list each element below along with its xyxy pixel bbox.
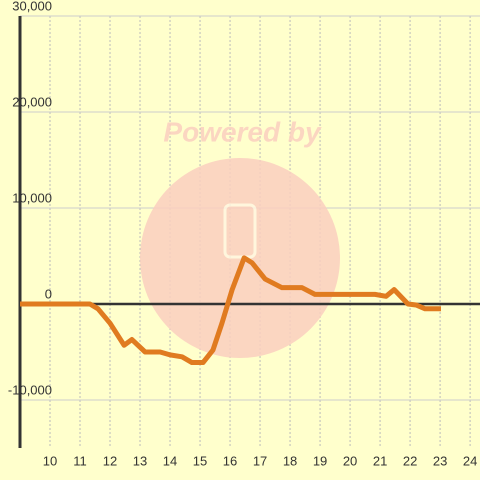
- x-tick-label: 16: [223, 453, 237, 468]
- data-line: [20, 255, 441, 366]
- x-tick-label: 22: [403, 453, 417, 468]
- watermark: Powered by: [140, 116, 340, 358]
- x-tick-label: 18: [283, 453, 297, 468]
- watermark-icon: [223, 203, 257, 259]
- x-tick-label: 11: [73, 453, 87, 468]
- x-tick-label: 15: [193, 453, 207, 468]
- x-tick-label: 13: [133, 453, 147, 468]
- x-tick-label: 17: [253, 453, 267, 468]
- y-tick-label: 0: [45, 286, 52, 301]
- x-tick-label: 23: [433, 453, 447, 468]
- x-tick-label: 24: [463, 453, 477, 468]
- y-tick-label: 10,000: [12, 190, 52, 205]
- watermark-text: Powered by: [163, 116, 322, 147]
- y-tick-label: 20,000: [12, 94, 52, 109]
- y-tick-label: -10,000: [8, 382, 52, 397]
- x-tick-label: 10: [43, 453, 57, 468]
- y-tick-label: 30,000: [12, 0, 52, 13]
- x-tick-label: 12: [103, 453, 117, 468]
- x-tick-label: 20: [343, 453, 357, 468]
- x-tick-label: 14: [163, 453, 177, 468]
- x-tick-label: 19: [313, 453, 327, 468]
- x-tick-label: 21: [373, 453, 387, 468]
